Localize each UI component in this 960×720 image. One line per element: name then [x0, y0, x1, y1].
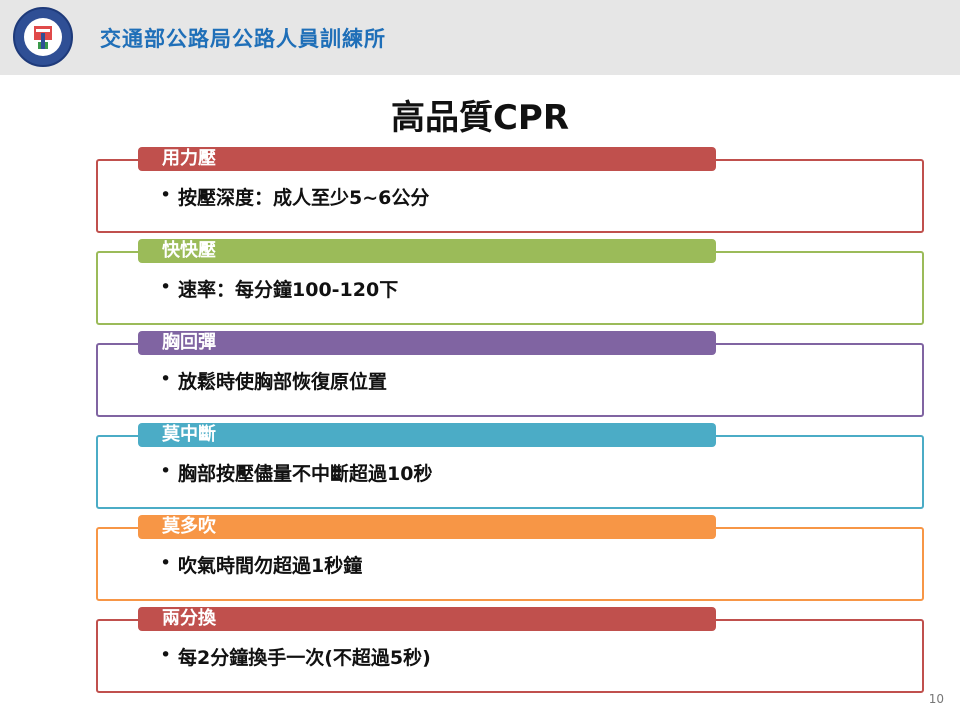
item-label: 兩分換	[138, 607, 716, 631]
item-card: 莫中斷 • 胸部按壓儘量不中斷超過10秒	[96, 423, 924, 509]
item-label: 莫多吹	[138, 515, 716, 539]
item-frame	[96, 527, 924, 601]
slide-title: 高品質CPR	[390, 98, 570, 138]
item-text: 吹氣時間勿超過1秒鐘	[178, 555, 363, 577]
item-card: 兩分換 • 每2分鐘換手一次(不超過5秒)	[96, 607, 924, 693]
bullet-icon: •	[160, 644, 172, 666]
item-label: 快快壓	[138, 239, 716, 263]
item-card: 胸回彈 • 放鬆時使胸部恢復原位置	[96, 331, 924, 417]
bullet-icon: •	[160, 368, 172, 390]
item-text: 速率：每分鐘100-120下	[178, 279, 399, 301]
item-card: 莫多吹 • 吹氣時間勿超過1秒鐘	[96, 515, 924, 601]
training-institute-logo	[13, 7, 73, 67]
org-name: 交通部公路局公路人員訓練所	[100, 27, 386, 51]
bullet-icon: •	[160, 552, 172, 574]
bullet-icon: •	[160, 276, 172, 298]
bullet-icon: •	[160, 460, 172, 482]
item-label: 用力壓	[138, 147, 716, 171]
item-card: 快快壓 • 速率：每分鐘100-120下	[96, 239, 924, 325]
item-text: 按壓深度：成人至少5~6公分	[178, 187, 430, 209]
item-card: 用力壓 • 按壓深度：成人至少5~6公分	[96, 147, 924, 233]
item-frame	[96, 343, 924, 417]
item-text: 每2分鐘換手一次(不超過5秒)	[178, 647, 431, 669]
item-label: 胸回彈	[138, 331, 716, 355]
item-text: 放鬆時使胸部恢復原位置	[178, 371, 388, 393]
page-number: 10	[928, 692, 944, 706]
item-text: 胸部按壓儘量不中斷超過10秒	[178, 463, 433, 485]
bullet-icon: •	[160, 184, 172, 206]
item-label: 莫中斷	[138, 423, 716, 447]
header-bar: 交通部公路局公路人員訓練所	[0, 0, 960, 75]
